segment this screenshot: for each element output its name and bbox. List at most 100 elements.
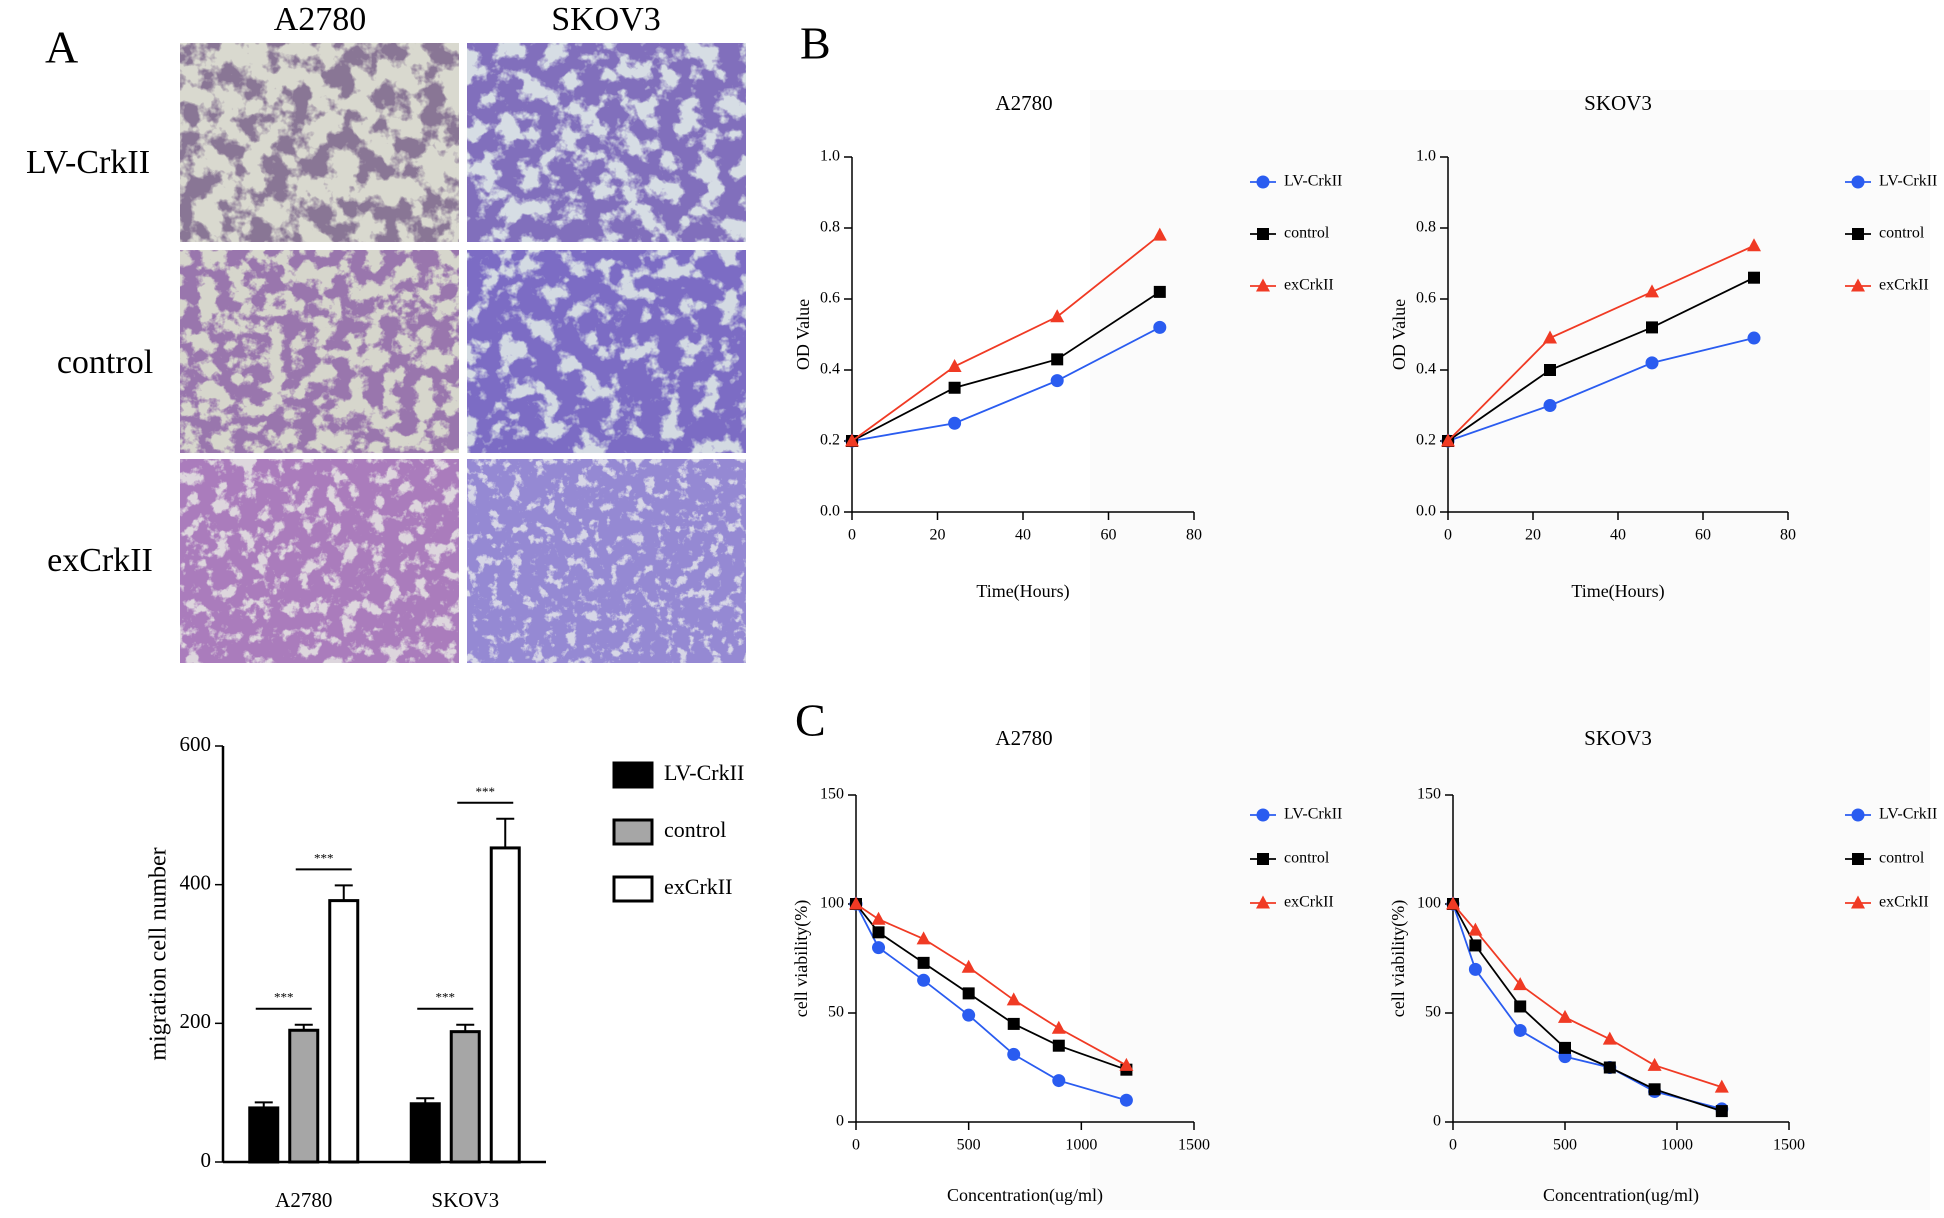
x-tick-label: 500 <box>1553 1137 1577 1154</box>
x-tick-label: 1000 <box>1661 1137 1693 1154</box>
marker <box>872 941 886 955</box>
y-axis-label: cell viability(%) <box>1388 900 1409 1017</box>
x-axis-label: Time(Hours) <box>1571 581 1664 602</box>
y-tick-label: 0.0 <box>1416 503 1436 520</box>
y-tick-label: 50 <box>1425 1004 1441 1021</box>
micrograph-stain <box>467 43 746 242</box>
y-tick-label: 0.6 <box>1416 290 1436 307</box>
panel-background <box>1090 90 1930 1210</box>
marker <box>1715 1105 1728 1118</box>
legend-marker <box>1851 895 1865 909</box>
bar <box>328 899 360 1164</box>
marker <box>962 987 975 1000</box>
x-tick-label: 1000 <box>1065 1137 1097 1154</box>
marker <box>1714 1079 1729 1093</box>
marker <box>845 433 859 447</box>
marker <box>947 358 962 372</box>
legend-label: LV-CrkII <box>1284 173 1342 190</box>
error-bar <box>294 1023 313 1031</box>
legend-swatch <box>612 875 654 903</box>
marker <box>1645 356 1659 370</box>
significance-label: *** <box>274 990 294 1005</box>
series-line <box>851 234 1161 442</box>
x-tick-label: 500 <box>957 1137 981 1154</box>
panel-label: C <box>795 695 826 746</box>
series-line <box>1447 276 1755 442</box>
legend-label: LV-CrkII <box>1284 806 1342 823</box>
legend-swatch <box>612 761 654 789</box>
marker <box>849 896 863 910</box>
marker <box>917 973 931 987</box>
marker <box>1050 374 1064 388</box>
y-axis-label: OD Value <box>793 299 813 370</box>
error-bar <box>334 884 353 901</box>
legend-swatch <box>612 818 654 846</box>
y-tick-label: 50 <box>828 1004 844 1021</box>
marker <box>1468 922 1483 936</box>
legend-marker <box>1256 895 1270 909</box>
marker <box>1007 1047 1021 1061</box>
y-tick-label: 1.0 <box>1416 148 1436 165</box>
marker <box>1648 1083 1661 1096</box>
y-tick-label: 0 <box>1433 1113 1441 1130</box>
series-line <box>1447 244 1755 442</box>
marker <box>1645 284 1659 298</box>
marker <box>1513 1023 1527 1037</box>
y-tick-label: 150 <box>1417 786 1441 803</box>
marker <box>961 959 976 973</box>
marker <box>917 956 930 969</box>
marker <box>948 381 961 394</box>
x-tick-label: 40 <box>1610 527 1626 544</box>
legend-label: exCrkII <box>1284 277 1334 294</box>
y-axis-label: migration cell number <box>146 847 172 1060</box>
series-line <box>851 326 1161 442</box>
bar <box>449 1030 481 1164</box>
significance-label: *** <box>476 784 496 799</box>
x-tick-label: 0 <box>1449 1137 1457 1154</box>
y-tick-label: 0.2 <box>1416 432 1436 449</box>
marker <box>1446 896 1460 910</box>
x-tick-label: 1500 <box>1178 1137 1210 1154</box>
chart-title: SKOV3 <box>1584 91 1652 115</box>
error-bar <box>496 817 515 848</box>
legend-marker <box>1257 853 1269 865</box>
x-tick-label: 20 <box>930 527 946 544</box>
marker <box>1153 285 1166 298</box>
marker <box>1050 309 1065 323</box>
significance-label: *** <box>436 990 456 1005</box>
marker <box>1558 1009 1572 1023</box>
marker <box>872 926 885 939</box>
legend-label: exCrkII <box>1879 277 1929 294</box>
series-line <box>855 903 1127 1071</box>
legend-label: LV-CrkII <box>1879 173 1937 190</box>
x-tick-label: 0 <box>852 1137 860 1154</box>
series-line <box>1447 337 1755 442</box>
marker <box>1543 330 1557 344</box>
x-tick-label: 60 <box>1101 527 1117 544</box>
micrograph-stain <box>467 459 746 663</box>
micrograph-stain <box>467 250 746 453</box>
legend-label: control <box>1879 225 1925 242</box>
marker <box>916 931 931 945</box>
x-tick-label: 80 <box>1186 527 1202 544</box>
marker <box>871 911 886 925</box>
y-tick-label: 100 <box>1417 895 1441 912</box>
legend-label: control <box>1879 850 1925 867</box>
image-column-label: A2780 <box>274 1 367 38</box>
marker <box>1006 992 1021 1006</box>
x-axis-label: Concentration(ug/ml) <box>1543 1185 1699 1206</box>
y-tick-label: 0.2 <box>820 432 840 449</box>
legend-marker <box>1256 175 1270 189</box>
image-row-label: LV-CrkII <box>26 144 150 181</box>
marker <box>1559 1041 1571 1054</box>
marker <box>1602 1031 1617 1045</box>
marker <box>962 1008 976 1022</box>
series-line <box>851 291 1161 442</box>
bar <box>409 1102 441 1164</box>
y-tick-label: 0 <box>836 1113 844 1130</box>
legend-marker <box>1256 808 1270 822</box>
y-tick-label: 150 <box>820 786 844 803</box>
error-bar <box>416 1097 435 1104</box>
bar <box>288 1028 320 1164</box>
marker <box>1468 962 1482 976</box>
